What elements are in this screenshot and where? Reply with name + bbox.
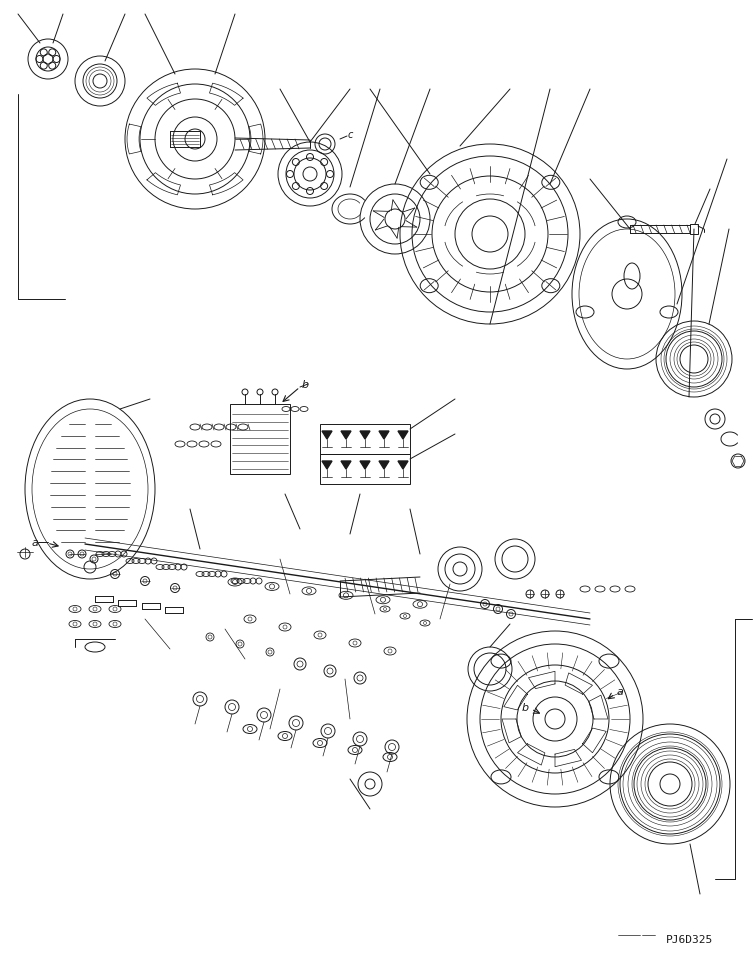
Polygon shape — [360, 461, 370, 470]
Text: a: a — [617, 686, 623, 697]
Bar — [230, 405, 290, 475]
Text: b: b — [521, 702, 529, 712]
Text: a: a — [32, 537, 38, 547]
Polygon shape — [322, 432, 332, 439]
Polygon shape — [379, 461, 389, 470]
Bar — [320, 455, 410, 484]
Polygon shape — [379, 432, 389, 439]
Polygon shape — [398, 432, 408, 439]
Text: c: c — [347, 130, 352, 140]
Bar — [690, 225, 698, 234]
Text: PJ6D325: PJ6D325 — [666, 934, 714, 944]
Text: b: b — [301, 379, 309, 390]
Polygon shape — [360, 432, 370, 439]
Polygon shape — [341, 461, 351, 470]
Polygon shape — [322, 461, 332, 470]
Polygon shape — [398, 461, 408, 470]
Bar — [320, 424, 410, 455]
Polygon shape — [341, 432, 351, 439]
